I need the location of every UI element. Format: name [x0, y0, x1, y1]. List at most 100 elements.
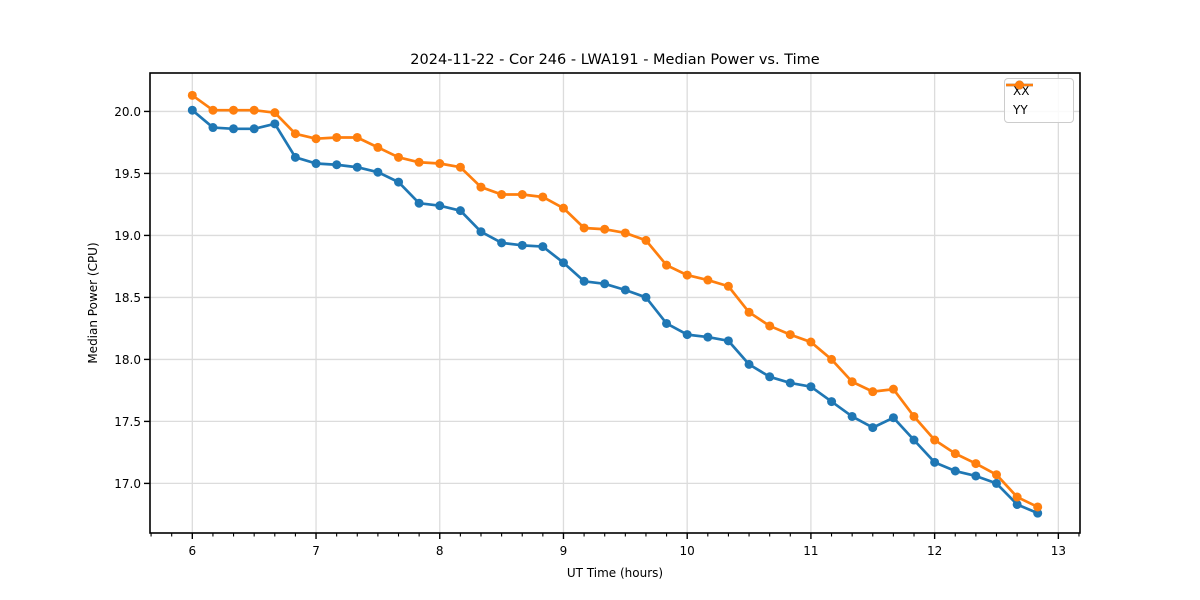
data-point-yy [579, 223, 589, 233]
data-point-yy [888, 384, 898, 394]
data-point-xx [558, 258, 568, 268]
data-point-yy [641, 235, 651, 245]
data-point-yy [723, 281, 733, 291]
data-point-xx [950, 466, 960, 476]
legend[interactable]: XX YY [1004, 78, 1074, 123]
data-point-yy [394, 152, 404, 162]
data-point-yy [744, 307, 754, 317]
data-point-xx [394, 177, 404, 187]
axes [144, 72, 1081, 539]
y-tick-label: 18.0 [114, 353, 141, 367]
x-tick-label: 13 [1051, 544, 1066, 558]
data-point-yy [806, 337, 816, 347]
data-point-xx [703, 332, 713, 342]
data-point-xx [888, 413, 898, 423]
data-point-xx [208, 123, 218, 133]
data-point-yy [991, 470, 1001, 480]
data-point-xx [991, 478, 1001, 488]
data-point-xx [290, 152, 300, 162]
data-point-yy [950, 449, 960, 459]
data-point-xx [538, 242, 548, 252]
data-point-yy [971, 459, 981, 469]
data-point-xx [455, 206, 465, 216]
data-point-yy [538, 192, 548, 202]
data-point-yy [373, 142, 383, 152]
data-point-yy [682, 270, 692, 280]
tick-labels: 6 7 8 9 10 11 12 13 17.0 17.5 18.0 18.5 19.0 19.5 20.0 [114, 105, 1066, 558]
data-point-yy [476, 182, 486, 192]
y-axis-label: Median Power (CPU) [86, 242, 100, 363]
data-point-yy [332, 132, 342, 142]
data-point-yy [930, 435, 940, 445]
x-tick-label: 6 [188, 544, 196, 558]
data-point-xx [373, 167, 383, 177]
x-tick-label: 10 [680, 544, 695, 558]
data-point-xx [229, 124, 239, 134]
data-point-xx [744, 359, 754, 369]
data-series [187, 90, 1043, 518]
x-tick-label: 7 [312, 544, 320, 558]
plot-area [150, 73, 1080, 533]
data-point-xx [476, 227, 486, 237]
data-point-yy [558, 203, 568, 213]
data-point-xx [620, 285, 630, 295]
data-point-xx [579, 276, 589, 286]
data-point-xx [765, 372, 775, 382]
data-point-yy [497, 190, 507, 200]
y-tick-label: 20.0 [114, 105, 141, 119]
grid-lines [150, 73, 1080, 533]
data-point-yy [765, 321, 775, 331]
legend-item-yy[interactable]: YY [1005, 80, 1073, 116]
data-point-yy [352, 132, 362, 142]
data-point-yy [1012, 492, 1022, 502]
data-point-yy [229, 105, 239, 115]
data-point-xx [868, 423, 878, 433]
x-tick-label: 12 [927, 544, 942, 558]
data-point-xx [971, 471, 981, 481]
plot-border [149, 72, 1081, 534]
data-point-xx [785, 378, 795, 388]
data-point-xx [930, 457, 940, 467]
data-point-yy [785, 330, 795, 340]
data-point-yy [600, 224, 610, 234]
data-point-xx [352, 162, 362, 172]
data-point-xx [662, 318, 672, 328]
data-point-xx [249, 124, 259, 134]
data-point-xx [909, 435, 919, 445]
y-tick-label: 17.5 [114, 415, 141, 429]
data-point-xx [311, 159, 321, 169]
legend-swatch-yy [1006, 80, 1033, 90]
x-tick-label: 9 [560, 544, 568, 558]
x-tick-label: 11 [803, 544, 818, 558]
x-tick-label: 8 [436, 544, 444, 558]
data-point-xx [682, 330, 692, 340]
data-point-yy [1033, 502, 1043, 512]
data-point-xx [332, 160, 342, 170]
data-point-xx [497, 238, 507, 248]
x-axis-label: UT Time (hours) [567, 566, 663, 580]
data-point-yy [662, 260, 672, 270]
data-point-yy [703, 275, 713, 285]
data-point-yy [620, 228, 630, 238]
y-tick-label: 19.0 [114, 229, 141, 243]
data-point-xx [723, 336, 733, 346]
data-point-xx [1012, 499, 1022, 509]
data-point-yy [208, 105, 218, 115]
data-point-yy [270, 108, 280, 118]
y-tick-label: 17.0 [114, 477, 141, 491]
data-point-xx [806, 382, 816, 392]
data-point-xx [435, 201, 445, 211]
y-tick-label: 19.5 [114, 167, 141, 181]
data-point-yy [414, 157, 424, 167]
data-point-xx [187, 105, 197, 115]
data-point-xx [270, 119, 280, 129]
data-point-yy [249, 105, 259, 115]
data-point-yy [517, 190, 527, 200]
data-point-xx [600, 279, 610, 289]
data-point-xx [517, 240, 527, 250]
data-point-yy [455, 162, 465, 172]
chart-title: 2024-11-22 - Cor 246 - LWA191 - Median P… [410, 52, 819, 68]
data-point-xx [641, 292, 651, 302]
